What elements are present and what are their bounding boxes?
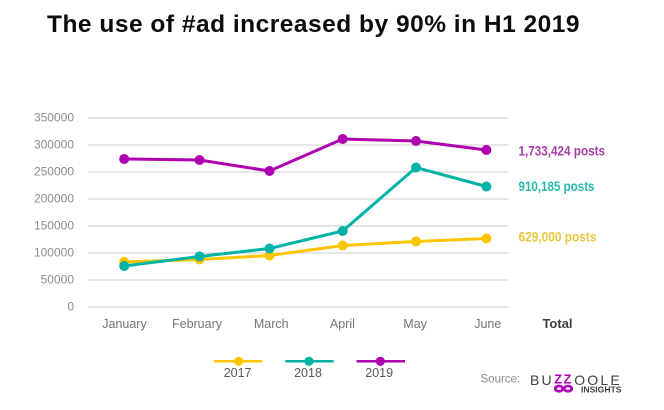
svg-text:BU: BU [530,372,554,388]
svg-text:50000: 50000 [41,273,75,287]
svg-text:INSIGHTS: INSIGHTS [581,385,622,395]
svg-text:The use of #ad increased by 90: The use of #ad increased by 90% in H1 20… [47,11,580,38]
svg-text:100000: 100000 [34,246,74,260]
svg-text:June: June [474,317,501,331]
svg-text:910,185 posts: 910,185 posts [519,178,595,194]
svg-text:January: January [102,317,147,331]
svg-text:OOLE: OOLE [574,372,622,388]
svg-text:250000: 250000 [34,165,74,179]
svg-text:629,000 posts: 629,000 posts [519,229,597,245]
svg-text:0: 0 [67,300,74,314]
svg-text:May: May [403,317,427,331]
svg-text:Source:: Source: [481,374,521,386]
svg-text:200000: 200000 [34,192,74,206]
svg-text:350000: 350000 [34,111,74,125]
svg-text:Total: Total [542,316,572,331]
svg-text:February: February [172,317,223,331]
svg-text:150000: 150000 [34,219,74,233]
svg-text:1,733,424 posts: 1,733,424 posts [519,143,606,159]
svg-text:2017: 2017 [224,366,252,380]
svg-text:ZZ: ZZ [554,371,572,386]
svg-text:March: March [254,317,289,331]
svg-text:April: April [330,317,355,331]
svg-text:2018: 2018 [294,366,322,380]
svg-text:2019: 2019 [365,366,393,380]
svg-text:300000: 300000 [34,138,74,152]
